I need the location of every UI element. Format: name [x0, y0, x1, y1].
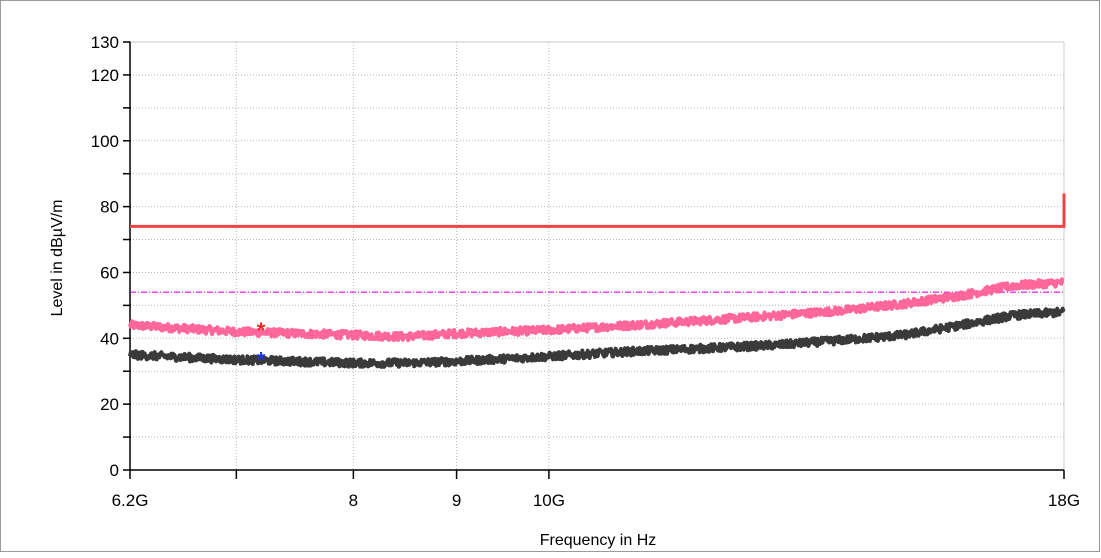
y-tick-label: 120	[91, 66, 119, 85]
x-tick-label: 6.2G	[112, 491, 149, 510]
y-tick-label: 20	[100, 395, 119, 414]
series-group	[128, 193, 1066, 369]
y-tick-label: 40	[100, 329, 119, 348]
x-tick-label: 10G	[533, 491, 565, 510]
series-line-0	[130, 193, 1066, 228]
markers-group: **	[257, 318, 266, 373]
x-tick-label: 8	[349, 491, 358, 510]
y-tick-label: 100	[91, 132, 119, 151]
y-tick-label: 130	[91, 33, 119, 52]
x-tick-label: 9	[452, 491, 461, 510]
y-tick-label: 0	[110, 461, 119, 480]
y-tick-label: 80	[100, 198, 119, 217]
series-line-2	[128, 277, 1066, 343]
axes: 0 20 40 60 80 100 120 130 6.2G 8 9 10G 18G	[91, 33, 1080, 510]
series-line-3	[128, 306, 1066, 369]
y-tick-label: 60	[100, 263, 119, 282]
marker-1: *	[257, 348, 266, 373]
x-axis-label: Frequency in Hz	[540, 532, 657, 549]
marker-0: *	[257, 318, 266, 343]
y-axis-label: Level in dBµV/m	[49, 200, 66, 317]
x-tick-label: 18G	[1048, 491, 1080, 510]
